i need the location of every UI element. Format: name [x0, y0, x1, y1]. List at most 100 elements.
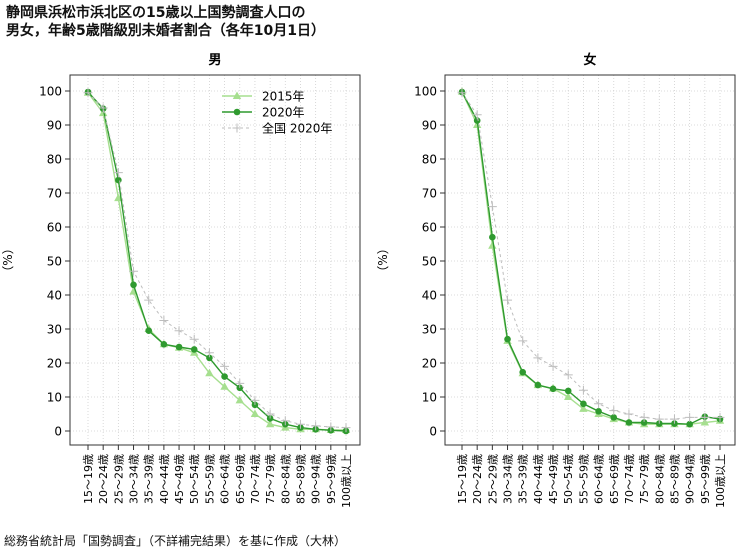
- data-point: [594, 399, 604, 409]
- chart-panel-2: 女 0 10 20 30 40 50 60 70 80 90 100 （%） 15～19歳 20～24歳 25…: [376, 52, 736, 508]
- data-point: [548, 361, 558, 371]
- y-tick-label: 50: [422, 255, 437, 269]
- data-point: [83, 88, 93, 98]
- x-tick-label: 20～24歳: [97, 454, 110, 504]
- data-point: [160, 341, 168, 348]
- x-tick-label: 45～49歳: [173, 454, 186, 504]
- data-point: [580, 400, 587, 408]
- data-point: [487, 202, 497, 212]
- y-tick-label: 0: [54, 425, 62, 439]
- data-point: [669, 414, 679, 424]
- x-tick-label: 40～44歳: [532, 454, 545, 504]
- y-tick-label: 20: [47, 357, 62, 371]
- x-tick-label: 70～74歳: [623, 454, 636, 504]
- data-point: [221, 373, 228, 380]
- x-tick-label: 80～84歳: [279, 454, 292, 504]
- series-3: [83, 88, 351, 433]
- x-tick-label: 85～89歳: [294, 454, 307, 504]
- data-point: [295, 419, 305, 429]
- data-point: [610, 414, 618, 421]
- data-point: [578, 385, 588, 395]
- data-point: [624, 409, 634, 419]
- chart-title-line-2: 男女，年齢5歳階級別未婚者割合（各年10月1日）: [6, 23, 325, 39]
- x-tick-label: 100歳以上: [340, 454, 353, 508]
- data-point: [115, 176, 122, 184]
- data-point: [326, 422, 336, 432]
- data-point: [220, 361, 230, 371]
- data-point: [489, 233, 496, 241]
- x-tick-label: 35～39歳: [517, 454, 530, 504]
- data-point: [654, 414, 664, 424]
- x-tick-label: 95～99歳: [325, 454, 338, 504]
- series-1: [83, 88, 351, 433]
- data-point: [639, 412, 649, 422]
- data-point: [113, 168, 123, 178]
- legend-label: 2020年: [262, 106, 305, 120]
- data-point: [685, 412, 695, 422]
- data-point: [235, 378, 245, 388]
- data-point: [265, 409, 275, 419]
- plot-frame: [69, 74, 361, 446]
- data-point: [457, 88, 467, 98]
- y-tick-label: 90: [422, 119, 437, 133]
- data-point: [341, 423, 351, 433]
- data-point: [265, 419, 275, 428]
- gridlines: [70, 75, 360, 445]
- legend-label: 全国 2020年: [262, 121, 332, 136]
- series-line: [87, 92, 347, 429]
- legend-marker: [232, 123, 242, 133]
- x-tick-label: 50～54歳: [562, 454, 575, 504]
- data-point: [280, 416, 290, 426]
- series-line: [461, 91, 721, 425]
- chart-panel-1: 男 0 10 20 30 40 50 60 70 80 90 100 （%） 15～19歳 20～24歳 25…: [1, 53, 361, 508]
- legend-marker: [232, 91, 242, 99]
- y-tick-label: 10: [47, 391, 62, 405]
- legend-marker: [233, 108, 241, 116]
- x-tick-label: 25～29歳: [486, 454, 499, 504]
- data-point: [220, 382, 229, 390]
- data-point: [549, 385, 557, 393]
- data-point: [473, 117, 481, 124]
- y-tick-label: 80: [422, 153, 437, 167]
- series-line: [461, 92, 720, 420]
- x-tick-label: 70～74歳: [249, 454, 262, 504]
- y-tick-label: 40: [47, 289, 62, 303]
- data-point: [174, 326, 184, 336]
- data-point: [130, 281, 137, 289]
- data-point: [175, 343, 183, 351]
- data-point: [564, 387, 572, 395]
- x-tick-label: 90～94歳: [310, 454, 323, 504]
- data-point: [159, 316, 169, 325]
- chart-title-line-1: 静岡県浜松市浜北区の15歳以上国勢調査人口の: [6, 5, 306, 21]
- x-tick-label: 80～84歳: [653, 454, 666, 504]
- data-point: [250, 409, 260, 417]
- data-point: [595, 407, 602, 415]
- x-tick-label: 60～64歳: [593, 454, 606, 504]
- data-point: [609, 406, 619, 416]
- x-tick-label: 20～24歳: [471, 454, 484, 504]
- y-tick-label: 40: [422, 289, 437, 303]
- data-point: [204, 348, 214, 358]
- data-point: [625, 419, 633, 426]
- x-tick-label: 75～79歳: [264, 454, 277, 504]
- data-point: [518, 336, 528, 346]
- y-tick-label: 100: [39, 85, 62, 99]
- x-tick-label: 15～19歳: [82, 454, 95, 504]
- gridlines: [445, 75, 735, 445]
- data-point: [564, 392, 573, 400]
- data-point: [563, 370, 573, 380]
- data-point: [189, 334, 199, 344]
- data-point: [311, 421, 321, 431]
- y-axis-label: （%）: [376, 242, 390, 277]
- y-tick-label: 0: [429, 425, 437, 439]
- data-point: [206, 354, 213, 362]
- x-tick-label: 85～89歳: [668, 454, 681, 504]
- x-tick-label: 35～39歳: [143, 454, 156, 504]
- y-tick-label: 10: [422, 391, 437, 405]
- panel-title: 女: [583, 52, 596, 68]
- series-2: [84, 88, 350, 435]
- x-tick-label: 100歳以上: [714, 454, 727, 508]
- y-tick-label: 30: [47, 323, 62, 337]
- data-point: [98, 103, 108, 113]
